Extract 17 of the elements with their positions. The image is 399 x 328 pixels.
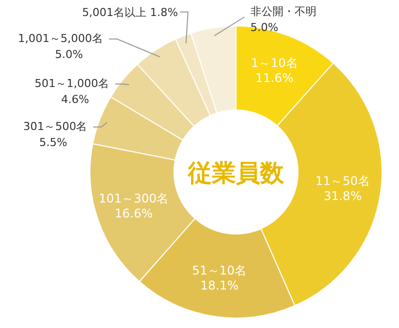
data-label: 4.6%: [61, 93, 90, 106]
data-label: 11.6%: [255, 71, 294, 86]
slice-label: 301～500名: [23, 120, 88, 133]
data-label: 16.6%: [114, 206, 153, 221]
slice-label: 101～300名: [98, 192, 169, 206]
slice-label: 51～10名: [192, 264, 247, 278]
slice-label: 1,001～5,000名: [18, 32, 103, 45]
data-label: 31.8%: [324, 188, 362, 203]
data-label: 18.1%: [200, 278, 239, 293]
data-label: 5.0%: [55, 48, 83, 61]
slice-label: 11～50名: [315, 174, 370, 188]
text: 従業員数: [187, 159, 285, 187]
slice-label: 5,001名以上 1.8%: [82, 6, 178, 19]
slice-label: 501～1,000名: [34, 77, 110, 90]
slice-label: 非公開・不明: [250, 5, 316, 18]
slice-label: 1～10名: [251, 56, 298, 70]
data-label: 5.5%: [39, 136, 68, 149]
